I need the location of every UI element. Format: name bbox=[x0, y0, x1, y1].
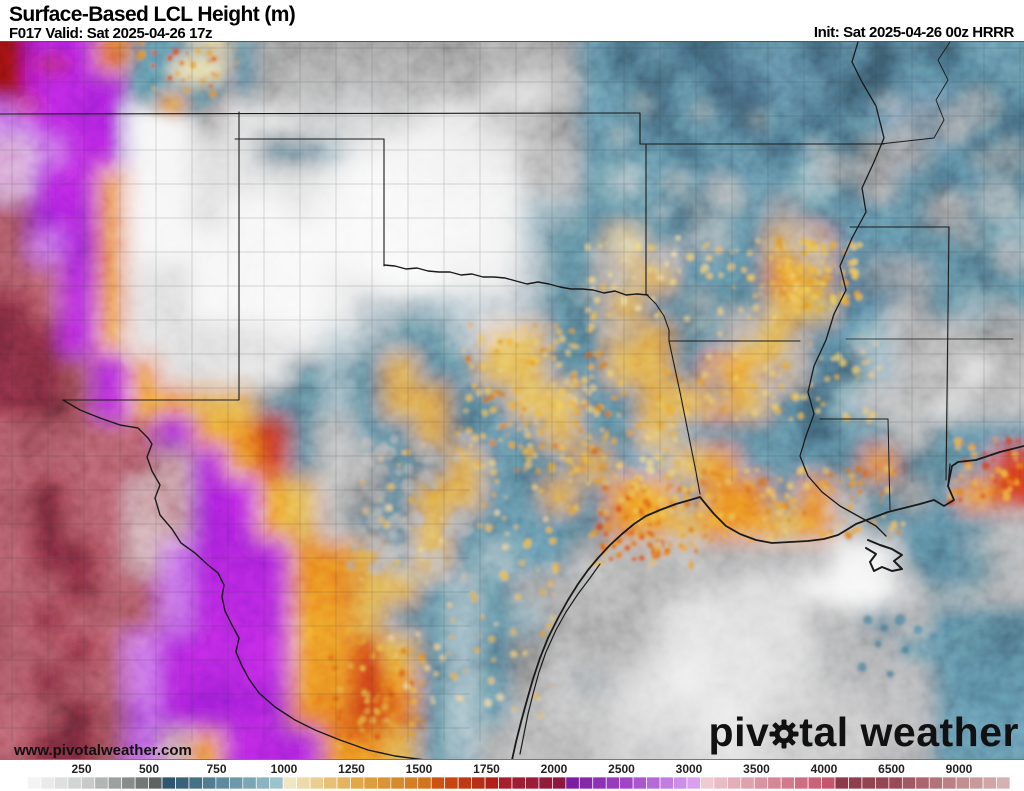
svg-text:4000: 4000 bbox=[811, 762, 838, 776]
svg-text:1750: 1750 bbox=[473, 762, 500, 776]
svg-text:6500: 6500 bbox=[878, 762, 905, 776]
svg-text:9000: 9000 bbox=[946, 762, 973, 776]
svg-text:250: 250 bbox=[71, 762, 91, 776]
svg-text:1000: 1000 bbox=[271, 762, 298, 776]
svg-text:3500: 3500 bbox=[743, 762, 770, 776]
svg-text:2000: 2000 bbox=[541, 762, 568, 776]
svg-text:2500: 2500 bbox=[608, 762, 635, 776]
svg-text:3000: 3000 bbox=[676, 762, 703, 776]
svg-text:750: 750 bbox=[206, 762, 226, 776]
svg-text:500: 500 bbox=[139, 762, 159, 776]
svg-text:1500: 1500 bbox=[406, 762, 433, 776]
svg-text:1250: 1250 bbox=[338, 762, 365, 776]
